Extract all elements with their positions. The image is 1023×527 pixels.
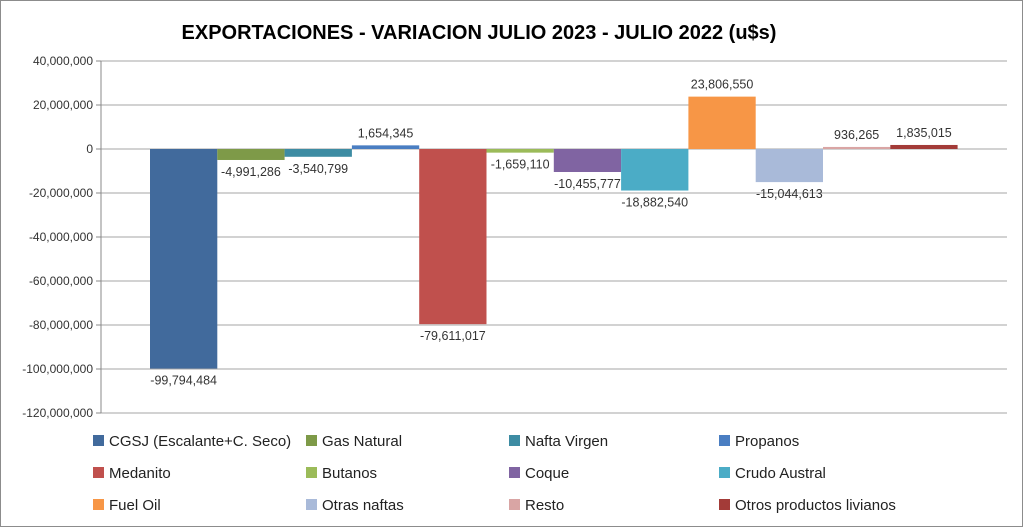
y-tick-label: -60,000,000: [29, 274, 93, 288]
legend-swatch: [93, 467, 104, 478]
bar: [890, 144, 958, 149]
legend-swatch: [306, 435, 317, 446]
bar: [419, 149, 487, 325]
data-label: -99,794,484: [150, 374, 217, 388]
legend-swatch: [306, 499, 317, 510]
y-tick-label: 20,000,000: [33, 98, 93, 112]
legend-swatch: [93, 499, 104, 510]
legend-label: Nafta Virgen: [525, 433, 608, 450]
data-label: -10,455,777: [554, 177, 621, 191]
bar: [150, 149, 218, 369]
bar: [823, 146, 891, 149]
legend-swatch: [719, 499, 730, 510]
y-tick-label: -40,000,000: [29, 230, 93, 244]
legend-swatch: [306, 467, 317, 478]
data-label: 23,806,550: [691, 78, 754, 92]
legend-swatch: [509, 467, 520, 478]
legend-label: Medanito: [109, 465, 171, 482]
y-tick-label: -120,000,000: [22, 406, 93, 420]
data-label: -18,882,540: [621, 196, 688, 210]
legend-label: Gas Natural: [322, 433, 402, 450]
legend-swatch: [93, 435, 104, 446]
bar: [351, 145, 420, 149]
legend-swatch: [509, 499, 520, 510]
legend-label: Coque: [525, 465, 569, 482]
y-tick-label: -20,000,000: [29, 186, 93, 200]
legend-label: CGSJ (Escalante+C. Seco): [109, 433, 291, 450]
legend-label: Fuel Oil: [109, 497, 161, 514]
chart-title: EXPORTACIONES - VARIACION JULIO 2023 - J…: [182, 22, 777, 44]
data-label: 1,835,015: [896, 126, 952, 140]
data-label: -1,659,110: [491, 158, 550, 172]
data-label: -3,540,799: [288, 162, 348, 176]
bar: [486, 149, 554, 153]
y-tick-label: 40,000,000: [33, 54, 93, 68]
data-label: 1,654,345: [358, 126, 414, 140]
bar: [621, 149, 689, 191]
bar: [688, 96, 756, 149]
bar: [755, 149, 823, 183]
legend-label: Resto: [525, 497, 564, 514]
legend-label: Otros productos livianos: [735, 497, 896, 514]
data-label: -4,991,286: [221, 165, 281, 179]
legend-label: Propanos: [735, 433, 799, 450]
bar: [553, 149, 622, 173]
legend-swatch: [719, 435, 730, 446]
legend-swatch: [719, 467, 730, 478]
legend-label: Otras naftas: [322, 497, 404, 514]
data-label: -15,044,613: [756, 187, 823, 201]
bar: [284, 149, 352, 157]
data-label: 936,265: [834, 128, 879, 142]
legend-label: Butanos: [322, 465, 377, 482]
legend-label: Crudo Austral: [735, 465, 826, 482]
y-tick-label: 0: [86, 142, 93, 156]
bar: [217, 149, 285, 160]
data-label: -79,611,017: [420, 329, 486, 343]
legend-swatch: [509, 435, 520, 446]
y-tick-label: -80,000,000: [29, 318, 93, 332]
y-tick-label: -100,000,000: [22, 362, 93, 376]
